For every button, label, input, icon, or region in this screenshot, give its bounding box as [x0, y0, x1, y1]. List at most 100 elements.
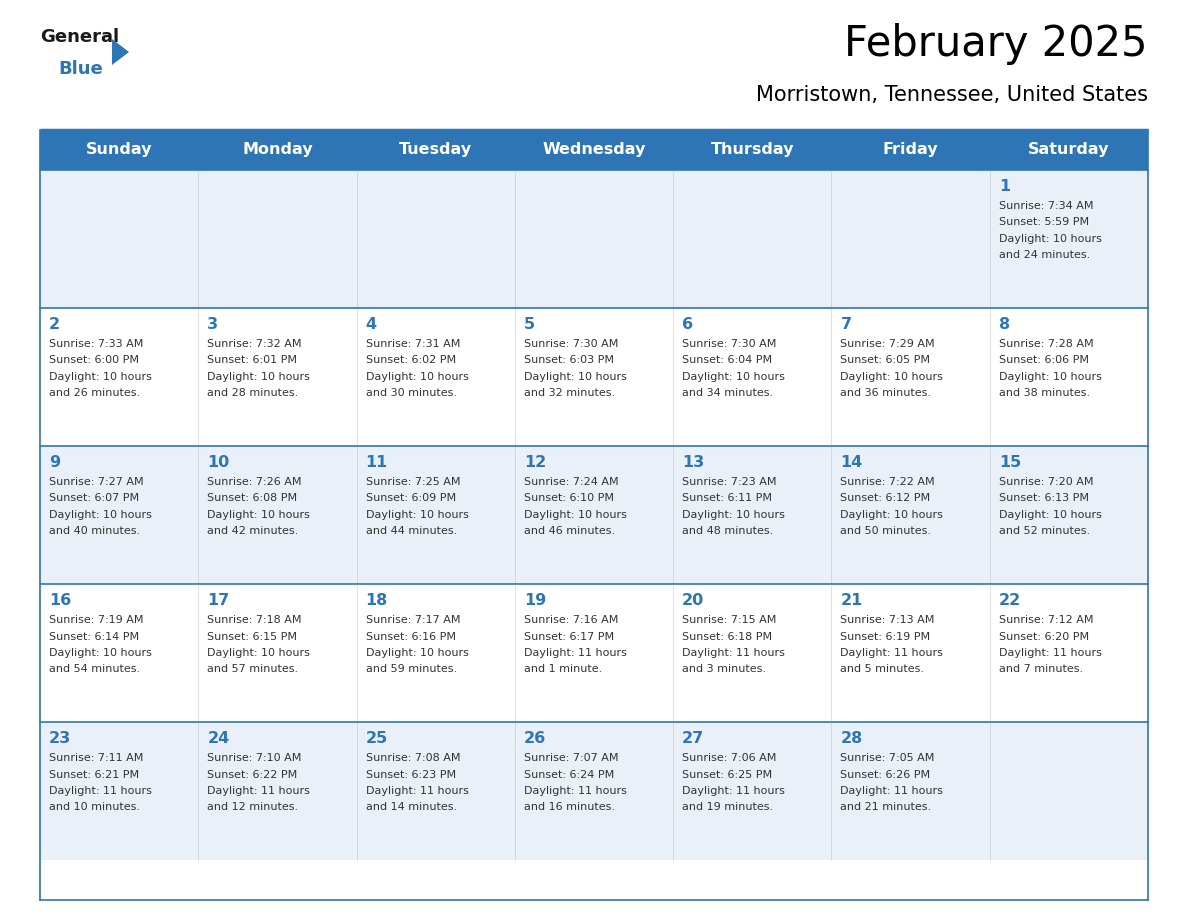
Text: and 36 minutes.: and 36 minutes. [840, 388, 931, 398]
Text: Saturday: Saturday [1028, 142, 1110, 158]
Text: and 10 minutes.: and 10 minutes. [49, 802, 140, 812]
Text: Daylight: 11 hours: Daylight: 11 hours [524, 648, 627, 658]
Text: 24: 24 [207, 731, 229, 746]
Text: Sunrise: 7:28 AM: Sunrise: 7:28 AM [999, 339, 1093, 349]
Text: and 5 minutes.: and 5 minutes. [840, 665, 924, 675]
Text: Sunset: 6:06 PM: Sunset: 6:06 PM [999, 355, 1088, 365]
Text: and 24 minutes.: and 24 minutes. [999, 251, 1089, 261]
Text: Daylight: 11 hours: Daylight: 11 hours [999, 648, 1101, 658]
Text: 28: 28 [840, 731, 862, 746]
Text: Sunrise: 7:22 AM: Sunrise: 7:22 AM [840, 477, 935, 487]
Text: Sunrise: 7:05 AM: Sunrise: 7:05 AM [840, 753, 935, 763]
Text: Daylight: 10 hours: Daylight: 10 hours [49, 648, 152, 658]
Text: 9: 9 [49, 455, 61, 470]
Text: and 14 minutes.: and 14 minutes. [366, 802, 456, 812]
Text: Sunday: Sunday [86, 142, 152, 158]
Text: and 34 minutes.: and 34 minutes. [682, 388, 773, 398]
Text: and 7 minutes.: and 7 minutes. [999, 665, 1082, 675]
Text: Sunrise: 7:30 AM: Sunrise: 7:30 AM [682, 339, 777, 349]
Text: 18: 18 [366, 593, 387, 608]
Text: 5: 5 [524, 317, 535, 332]
Text: Sunset: 6:10 PM: Sunset: 6:10 PM [524, 494, 614, 503]
Text: Sunrise: 7:11 AM: Sunrise: 7:11 AM [49, 753, 144, 763]
Text: Sunset: 6:25 PM: Sunset: 6:25 PM [682, 769, 772, 779]
Text: Daylight: 10 hours: Daylight: 10 hours [49, 372, 152, 382]
Text: and 26 minutes.: and 26 minutes. [49, 388, 140, 398]
Text: Sunrise: 7:26 AM: Sunrise: 7:26 AM [207, 477, 302, 487]
Text: and 38 minutes.: and 38 minutes. [999, 388, 1089, 398]
Text: Daylight: 10 hours: Daylight: 10 hours [999, 234, 1101, 244]
Text: Daylight: 10 hours: Daylight: 10 hours [682, 372, 785, 382]
Text: and 52 minutes.: and 52 minutes. [999, 527, 1089, 536]
Text: and 16 minutes.: and 16 minutes. [524, 802, 615, 812]
Text: Monday: Monday [242, 142, 312, 158]
Text: and 30 minutes.: and 30 minutes. [366, 388, 456, 398]
Text: Daylight: 10 hours: Daylight: 10 hours [840, 372, 943, 382]
Text: and 1 minute.: and 1 minute. [524, 665, 602, 675]
Text: General: General [40, 28, 119, 46]
Text: Sunset: 6:14 PM: Sunset: 6:14 PM [49, 632, 139, 642]
Text: and 57 minutes.: and 57 minutes. [207, 665, 298, 675]
Text: Sunset: 6:13 PM: Sunset: 6:13 PM [999, 494, 1088, 503]
Text: Sunset: 6:03 PM: Sunset: 6:03 PM [524, 355, 614, 365]
Text: Sunrise: 7:32 AM: Sunrise: 7:32 AM [207, 339, 302, 349]
Text: 8: 8 [999, 317, 1010, 332]
Text: 25: 25 [366, 731, 387, 746]
Text: and 21 minutes.: and 21 minutes. [840, 802, 931, 812]
Text: and 28 minutes.: and 28 minutes. [207, 388, 298, 398]
Text: 14: 14 [840, 455, 862, 470]
Text: Sunrise: 7:29 AM: Sunrise: 7:29 AM [840, 339, 935, 349]
Text: and 32 minutes.: and 32 minutes. [524, 388, 615, 398]
Text: Sunrise: 7:18 AM: Sunrise: 7:18 AM [207, 615, 302, 625]
Text: Daylight: 11 hours: Daylight: 11 hours [682, 786, 785, 796]
Text: Sunset: 6:11 PM: Sunset: 6:11 PM [682, 494, 772, 503]
Text: Sunrise: 7:08 AM: Sunrise: 7:08 AM [366, 753, 460, 763]
Text: Sunrise: 7:19 AM: Sunrise: 7:19 AM [49, 615, 144, 625]
Text: 3: 3 [207, 317, 219, 332]
Text: Sunset: 6:18 PM: Sunset: 6:18 PM [682, 632, 772, 642]
Text: Daylight: 11 hours: Daylight: 11 hours [207, 786, 310, 796]
Text: 7: 7 [840, 317, 852, 332]
Text: and 19 minutes.: and 19 minutes. [682, 802, 773, 812]
Text: Sunset: 6:05 PM: Sunset: 6:05 PM [840, 355, 930, 365]
Text: Sunset: 6:22 PM: Sunset: 6:22 PM [207, 769, 297, 779]
Text: 17: 17 [207, 593, 229, 608]
Text: 27: 27 [682, 731, 704, 746]
Text: and 59 minutes.: and 59 minutes. [366, 665, 456, 675]
Text: Sunrise: 7:31 AM: Sunrise: 7:31 AM [366, 339, 460, 349]
Text: Sunrise: 7:20 AM: Sunrise: 7:20 AM [999, 477, 1093, 487]
Text: 21: 21 [840, 593, 862, 608]
Text: Sunset: 5:59 PM: Sunset: 5:59 PM [999, 218, 1089, 228]
Text: Sunrise: 7:06 AM: Sunrise: 7:06 AM [682, 753, 777, 763]
Text: Sunrise: 7:13 AM: Sunrise: 7:13 AM [840, 615, 935, 625]
Text: and 40 minutes.: and 40 minutes. [49, 527, 140, 536]
Text: 4: 4 [366, 317, 377, 332]
Text: Daylight: 11 hours: Daylight: 11 hours [524, 786, 627, 796]
Text: Daylight: 10 hours: Daylight: 10 hours [366, 510, 468, 520]
Text: Daylight: 10 hours: Daylight: 10 hours [207, 510, 310, 520]
Bar [40, 130, 1148, 170]
Text: Daylight: 11 hours: Daylight: 11 hours [840, 786, 943, 796]
Text: Tuesday: Tuesday [399, 142, 473, 158]
Text: Blue: Blue [58, 60, 102, 78]
Text: Morristown, Tennessee, United States: Morristown, Tennessee, United States [756, 85, 1148, 105]
Text: 22: 22 [999, 593, 1020, 608]
Text: Daylight: 10 hours: Daylight: 10 hours [366, 648, 468, 658]
Text: Daylight: 10 hours: Daylight: 10 hours [524, 510, 627, 520]
Text: Sunset: 6:15 PM: Sunset: 6:15 PM [207, 632, 297, 642]
Text: and 44 minutes.: and 44 minutes. [366, 527, 457, 536]
Text: 16: 16 [49, 593, 71, 608]
Text: and 42 minutes.: and 42 minutes. [207, 527, 298, 536]
Polygon shape [112, 39, 129, 65]
Text: Sunrise: 7:27 AM: Sunrise: 7:27 AM [49, 477, 144, 487]
Text: 11: 11 [366, 455, 387, 470]
Text: Sunrise: 7:25 AM: Sunrise: 7:25 AM [366, 477, 460, 487]
Text: and 54 minutes.: and 54 minutes. [49, 665, 140, 675]
Text: 23: 23 [49, 731, 71, 746]
Text: Daylight: 11 hours: Daylight: 11 hours [682, 648, 785, 658]
Text: Daylight: 10 hours: Daylight: 10 hours [999, 372, 1101, 382]
Text: Sunrise: 7:34 AM: Sunrise: 7:34 AM [999, 201, 1093, 211]
Text: Sunrise: 7:15 AM: Sunrise: 7:15 AM [682, 615, 777, 625]
Text: Sunset: 6:12 PM: Sunset: 6:12 PM [840, 494, 930, 503]
Text: Daylight: 10 hours: Daylight: 10 hours [999, 510, 1101, 520]
